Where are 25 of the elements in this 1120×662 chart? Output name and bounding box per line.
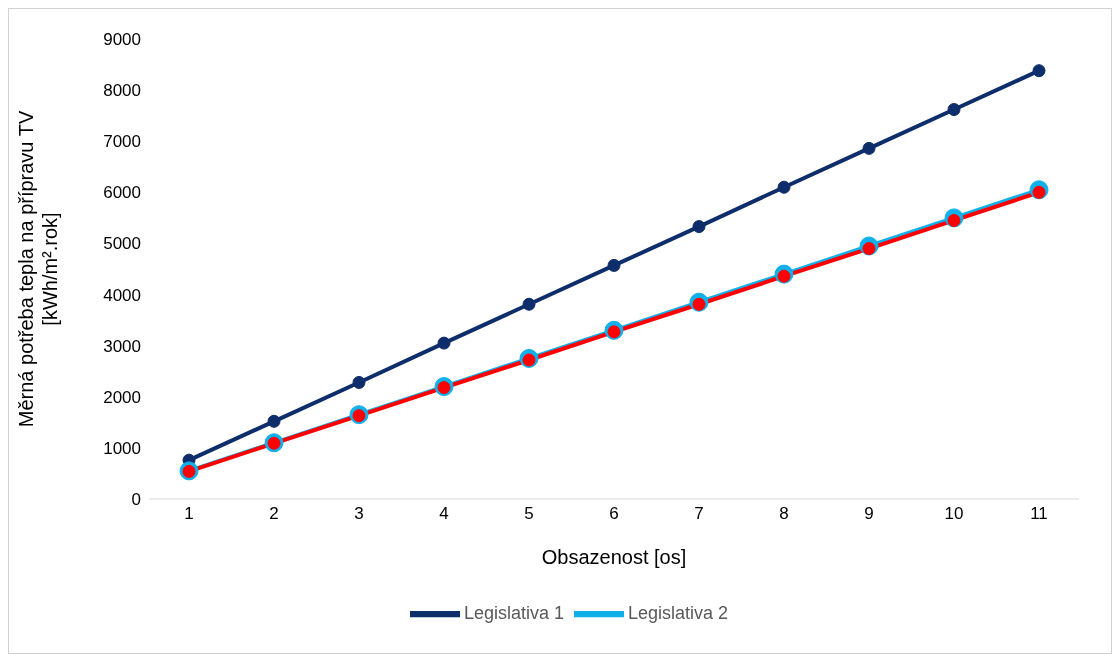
legend-label: Legislativa 2 (628, 602, 729, 623)
y-tick-label: 3000 (103, 336, 141, 356)
y-tick-label: 2000 (103, 387, 141, 407)
y-tick-label: 8000 (103, 81, 141, 101)
y-tick-label: 0 (131, 490, 141, 510)
x-tick-label: 6 (609, 504, 619, 524)
x-tick-label: 4 (439, 504, 449, 524)
y-tick-label: 7000 (103, 132, 141, 152)
x-tick-label: 2 (269, 504, 279, 524)
x-tick-label: 10 (944, 504, 964, 524)
x-tick-label: 11 (1030, 504, 1048, 524)
x-tick-label: 9 (864, 504, 874, 524)
x-tick-label: 1 (184, 504, 194, 524)
y-tick-label: 9000 (103, 30, 141, 50)
x-axis-title: Obsazenost [os] (541, 546, 687, 568)
y-tick-label: 5000 (103, 234, 141, 254)
x-tick-label: 8 (779, 504, 789, 524)
x-tick-label: 3 (354, 504, 364, 524)
legend-label: Legislativa 1 (463, 602, 564, 623)
y-axis-title: Měrná potřeba tepla na přípravu TV [kWh/m².rok] (15, 110, 61, 428)
y-tick-label: 6000 (103, 183, 141, 203)
x-tick-label: 5 (524, 504, 534, 524)
y-tick-label: 1000 (103, 438, 141, 458)
x-tick-label: 7 (694, 504, 704, 524)
y-tick-label: 4000 (103, 285, 141, 305)
